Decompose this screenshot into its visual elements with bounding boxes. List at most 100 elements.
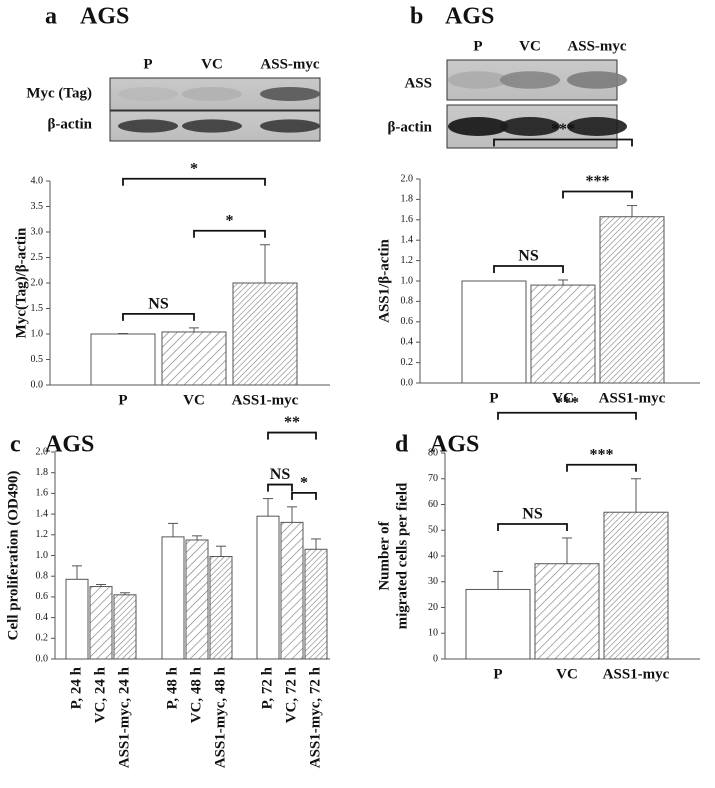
bar bbox=[534, 563, 600, 660]
significance-label: NS bbox=[270, 466, 291, 483]
y-tick-label: 0.8 bbox=[401, 296, 414, 307]
bar bbox=[232, 282, 298, 386]
y-tick-label: 1.0 bbox=[401, 275, 414, 286]
y-tick-label: 0.6 bbox=[36, 591, 49, 602]
bar bbox=[113, 594, 137, 660]
x-tick-label: VC, 48 h bbox=[188, 666, 204, 723]
x-tick-label: P, 24 h bbox=[68, 666, 84, 709]
bar bbox=[256, 515, 280, 660]
bar bbox=[89, 586, 113, 660]
blot-band bbox=[260, 119, 320, 133]
significance-label: NS bbox=[148, 296, 169, 313]
significance-label: *** bbox=[590, 446, 614, 463]
significance-label: * bbox=[300, 475, 308, 492]
y-tick-label: 1.5 bbox=[31, 303, 44, 314]
bar bbox=[65, 578, 89, 660]
significance-label: * bbox=[226, 212, 234, 229]
x-tick-label: VC, 72 h bbox=[283, 666, 299, 723]
y-tick-label: 2.5 bbox=[31, 252, 44, 263]
bar bbox=[280, 521, 304, 660]
significance-bracket bbox=[497, 411, 637, 420]
blot-row-label: Myc (Tag) bbox=[26, 85, 92, 101]
y-tick-label: 1.6 bbox=[401, 214, 414, 225]
y-tick-label: 1.8 bbox=[36, 467, 49, 478]
bar bbox=[461, 280, 527, 384]
y-tick-label: 2.0 bbox=[36, 446, 49, 457]
blot-band bbox=[500, 117, 560, 136]
blot-band bbox=[500, 71, 560, 89]
x-tick-label: ASS1-myc, 48 h bbox=[212, 666, 228, 768]
significance-bracket bbox=[493, 138, 633, 147]
y-tick-label: 30 bbox=[428, 576, 438, 587]
y-tick-label: 0.0 bbox=[401, 377, 414, 388]
y-tick-label: 0.5 bbox=[31, 354, 44, 365]
y-tick-label: 1.4 bbox=[36, 508, 49, 519]
significance-bracket bbox=[267, 483, 293, 492]
y-tick-label: 2.0 bbox=[401, 173, 414, 184]
y-tick-label: 1.4 bbox=[401, 234, 414, 245]
y-tick-label: 1.2 bbox=[36, 529, 49, 540]
panel-title: AGS bbox=[45, 432, 94, 458]
x-tick-label: P bbox=[118, 392, 127, 408]
y-axis-label: ASS1/β-actin bbox=[376, 238, 392, 322]
bar bbox=[161, 331, 227, 386]
lane-label: P bbox=[143, 56, 152, 72]
lane-label: P bbox=[473, 38, 482, 54]
significance-bracket bbox=[267, 431, 317, 440]
y-tick-label: 3.5 bbox=[31, 201, 44, 212]
y-tick-label: 0.2 bbox=[401, 357, 414, 368]
bar bbox=[603, 511, 669, 660]
y-tick-label: 1.8 bbox=[401, 194, 414, 205]
significance-bracket bbox=[566, 463, 637, 472]
y-tick-label: 0.0 bbox=[31, 379, 44, 390]
lane-label: VC bbox=[201, 56, 223, 72]
blot-row-label: β-actin bbox=[387, 119, 432, 135]
significance-label: *** bbox=[555, 394, 579, 411]
blot-band bbox=[118, 86, 178, 102]
y-tick-label: 1.2 bbox=[401, 255, 414, 266]
y-tick-label: 0.4 bbox=[36, 612, 49, 623]
y-tick-label: 50 bbox=[428, 525, 438, 536]
blot-band bbox=[448, 117, 508, 136]
bar bbox=[209, 556, 233, 660]
x-tick-label: VC bbox=[183, 392, 205, 408]
blot-row-label: ASS bbox=[404, 75, 432, 91]
bar bbox=[530, 284, 596, 384]
panel-title: AGS bbox=[445, 4, 494, 30]
blot-band bbox=[567, 71, 627, 89]
x-tick-label: ASS1-myc, 24 h bbox=[116, 666, 132, 768]
y-tick-label: 80 bbox=[428, 447, 438, 458]
bar bbox=[304, 548, 328, 660]
x-tick-label: ASS1-myc bbox=[599, 390, 666, 406]
blot-band bbox=[260, 86, 320, 102]
bar bbox=[161, 536, 185, 660]
panel-title: AGS bbox=[80, 4, 129, 30]
bar bbox=[465, 588, 531, 660]
blot-band bbox=[118, 119, 178, 133]
blot-row-label: β-actin bbox=[47, 116, 92, 132]
panel-letter: c bbox=[10, 432, 21, 458]
x-tick-label: VC bbox=[556, 666, 578, 682]
x-tick-label: P bbox=[493, 666, 502, 682]
y-tick-label: 1.0 bbox=[36, 550, 49, 561]
y-tick-label: 0.4 bbox=[401, 336, 414, 347]
y-tick-label: 0.8 bbox=[36, 570, 49, 581]
significance-label: *** bbox=[551, 121, 575, 138]
significance-bracket bbox=[562, 190, 633, 199]
lane-label: ASS-myc bbox=[260, 56, 320, 72]
significance-label: NS bbox=[518, 248, 539, 265]
bar bbox=[90, 333, 156, 386]
blot-band bbox=[448, 71, 508, 89]
x-tick-label: ASS1-myc, 72 h bbox=[307, 666, 323, 768]
y-tick-label: 4.0 bbox=[31, 175, 44, 186]
panel-title: AGS bbox=[430, 432, 479, 458]
y-tick-label: 60 bbox=[428, 499, 438, 510]
y-axis-label: Cell proliferation (OD490) bbox=[5, 471, 21, 641]
significance-label: * bbox=[190, 160, 198, 177]
y-tick-label: 1.0 bbox=[31, 328, 44, 339]
x-tick-label: VC, 24 h bbox=[92, 666, 108, 723]
y-tick-label: 1.6 bbox=[36, 488, 49, 499]
x-tick-label: ASS1-myc bbox=[603, 666, 670, 682]
y-tick-label: 3.0 bbox=[31, 226, 44, 237]
